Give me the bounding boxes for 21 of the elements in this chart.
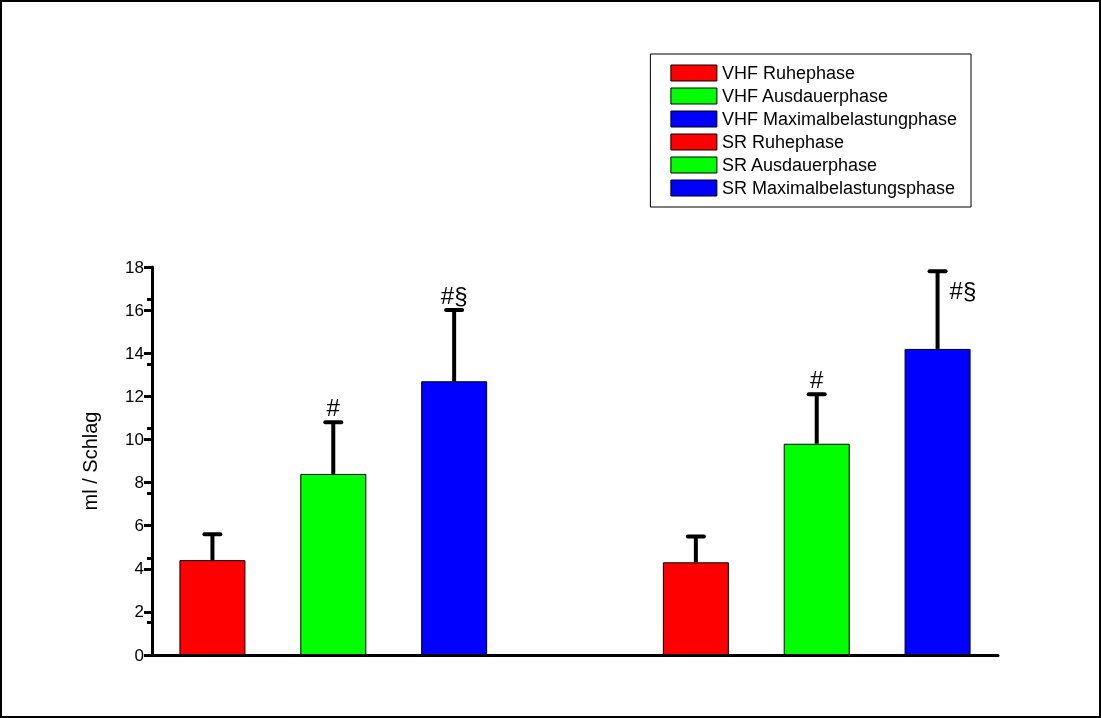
y-tick-label: 8 [134,473,144,493]
y-axis-title: ml / Schlag [79,411,101,511]
legend-label: SR Ruhephase [721,132,844,152]
data-label: #§ [440,281,468,309]
y-tick-label: 14 [125,343,144,363]
data-label: # [326,393,341,421]
y-tick-label: 12 [125,386,144,406]
y-tick-label: 18 [125,257,144,277]
data-label: #§ [949,276,977,304]
y-tick-label: 2 [134,602,144,622]
y-tick-label: 10 [125,429,144,449]
y-tick-label: 6 [134,516,144,536]
legend-label: SR Ausdauerphase [721,155,877,175]
y-tick-label: 16 [125,300,144,320]
legend-label: VHF Maximalbelastungphase [721,109,958,129]
data-label: # [810,365,825,393]
legend-label: VHF Ruhephase [721,63,855,83]
legend-label: VHF Ausdauerphase [721,86,888,106]
y-tick-label: 0 [134,645,144,665]
legend-label: SR Maximalbelastungsphase [721,178,956,198]
y-tick-label: 4 [134,559,144,579]
